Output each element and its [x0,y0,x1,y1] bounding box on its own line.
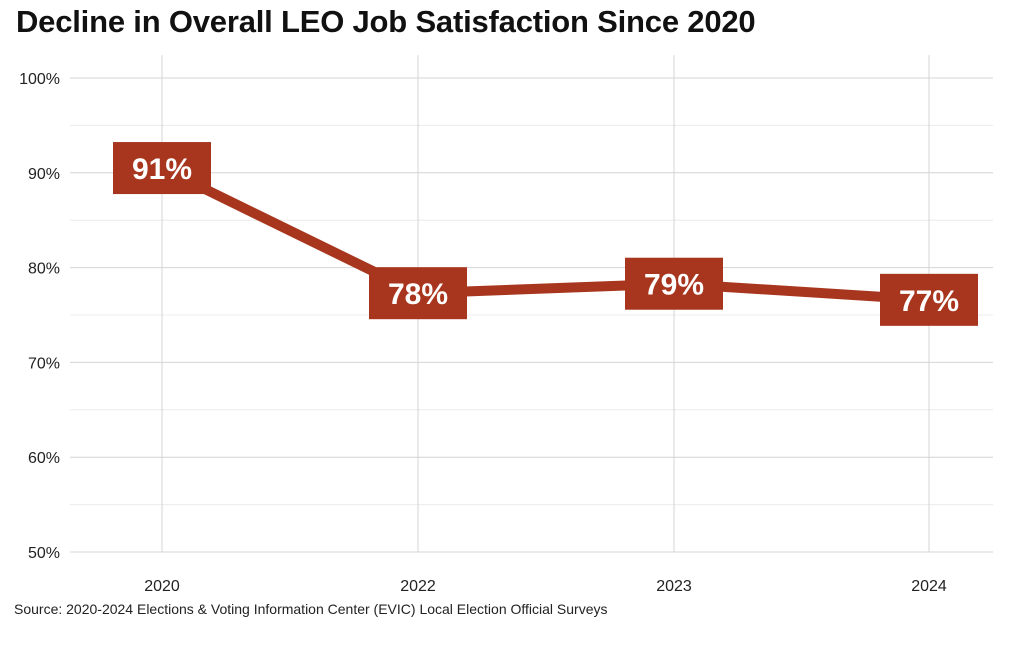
series-satisfaction [159,163,930,305]
data-label-box [880,273,978,326]
x-tick-label: 2022 [400,578,436,595]
y-tick-label: 100% [19,71,60,88]
chart-title: Decline in Overall LEO Job Satisfaction … [16,4,756,39]
grid-lines [70,55,993,553]
y-tick-label: 90% [28,166,60,183]
x-axis: 2020 2022 2023 2024 [144,578,947,595]
x-tick-label: 2024 [911,578,947,595]
data-label: 91% [132,153,192,186]
data-label: 79% [644,269,704,302]
x-tick-label: 2023 [656,578,692,595]
data-label: 77% [899,285,959,318]
data-label-box [625,257,723,310]
source-note: Source: 2020-2024 Elections & Voting Inf… [14,601,608,617]
data-label: 78% [388,278,448,311]
y-tick-label: 50% [28,545,60,562]
y-tick-label: 60% [28,450,60,467]
data-labels: 91% 78% 79% 77% [113,142,978,326]
series-line [159,163,930,305]
y-axis: 50% 60% 70% 80% 90% 100% [19,71,60,562]
y-tick-label: 70% [28,355,60,372]
data-label-box [369,267,467,320]
data-label-box [113,142,211,195]
x-tick-label: 2020 [144,578,180,595]
y-tick-label: 80% [28,261,60,278]
